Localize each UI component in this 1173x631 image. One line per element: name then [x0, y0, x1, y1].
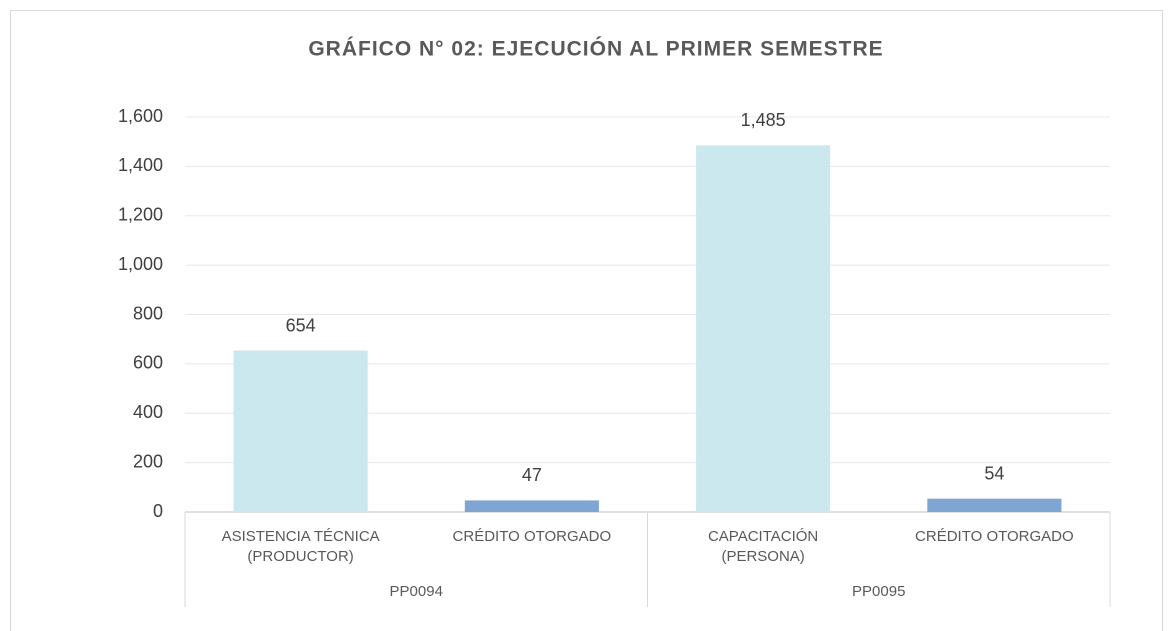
y-tick-label: 0	[153, 501, 163, 521]
value-label: 54	[984, 463, 1004, 483]
group-label: PP0095	[852, 583, 905, 600]
x-tick-label: ASISTENCIA TÉCNICA	[222, 528, 380, 545]
bar	[233, 350, 368, 512]
y-tick-label: 1,600	[118, 106, 163, 126]
group-label: PP0094	[390, 583, 443, 600]
y-tick-label: 800	[133, 303, 163, 323]
bar	[464, 500, 599, 512]
chart-border	[10, 10, 1163, 631]
value-label: 1,485	[741, 110, 786, 130]
bar	[696, 145, 831, 512]
y-tick-label: 400	[133, 402, 163, 422]
value-label: 47	[522, 465, 542, 485]
y-tick-label: 600	[133, 353, 163, 373]
y-tick-label: 200	[133, 451, 163, 471]
value-label: 654	[286, 315, 316, 335]
x-tick-label: CAPACITACIÓN	[708, 528, 818, 545]
x-tick-label: CRÉDITO OTORGADO	[915, 528, 1074, 545]
x-tick-label: (PRODUCTOR)	[247, 548, 353, 565]
y-tick-label: 1,000	[118, 254, 163, 274]
x-tick-label: CRÉDITO OTORGADO	[453, 528, 612, 545]
x-tick-label: (PERSONA)	[721, 548, 804, 565]
y-tick-label: 1,400	[118, 155, 163, 175]
chart-title: GRÁFICO N° 02: EJECUCIÓN AL PRIMER SEMES…	[308, 37, 883, 61]
y-tick-label: 1,200	[118, 205, 163, 225]
bar	[927, 498, 1062, 512]
